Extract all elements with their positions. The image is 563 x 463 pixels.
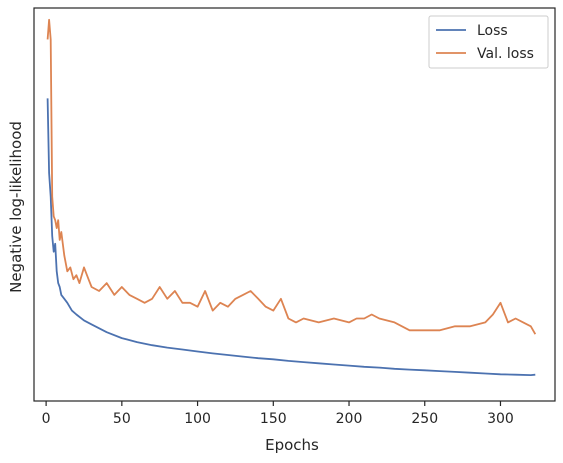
legend-label-loss: Loss	[477, 23, 508, 39]
x-tick-label: 250	[411, 411, 438, 427]
plot-frame	[33, 7, 556, 402]
x-tick-label: 50	[113, 411, 131, 427]
x-tick-label: 0	[42, 411, 51, 427]
series-line-loss	[46, 98, 536, 377]
legend-box	[428, 15, 549, 69]
x-tick-label: 150	[260, 411, 287, 427]
series-line-val-loss	[46, 18, 537, 335]
x-tick-label: 200	[336, 411, 363, 427]
x-tick-label: 100	[184, 411, 211, 427]
series-layer	[46, 18, 537, 377]
x-tick-label: 300	[487, 411, 514, 427]
y-axis-title: Negative log-likelihood	[7, 121, 25, 293]
legend-label-val-loss: Val. loss	[477, 46, 534, 62]
x-axis-ticks: 0 50 100 150 200 250 300	[42, 401, 514, 427]
legend: Loss Val. loss	[428, 15, 549, 69]
x-axis-title: Epochs	[265, 436, 319, 454]
